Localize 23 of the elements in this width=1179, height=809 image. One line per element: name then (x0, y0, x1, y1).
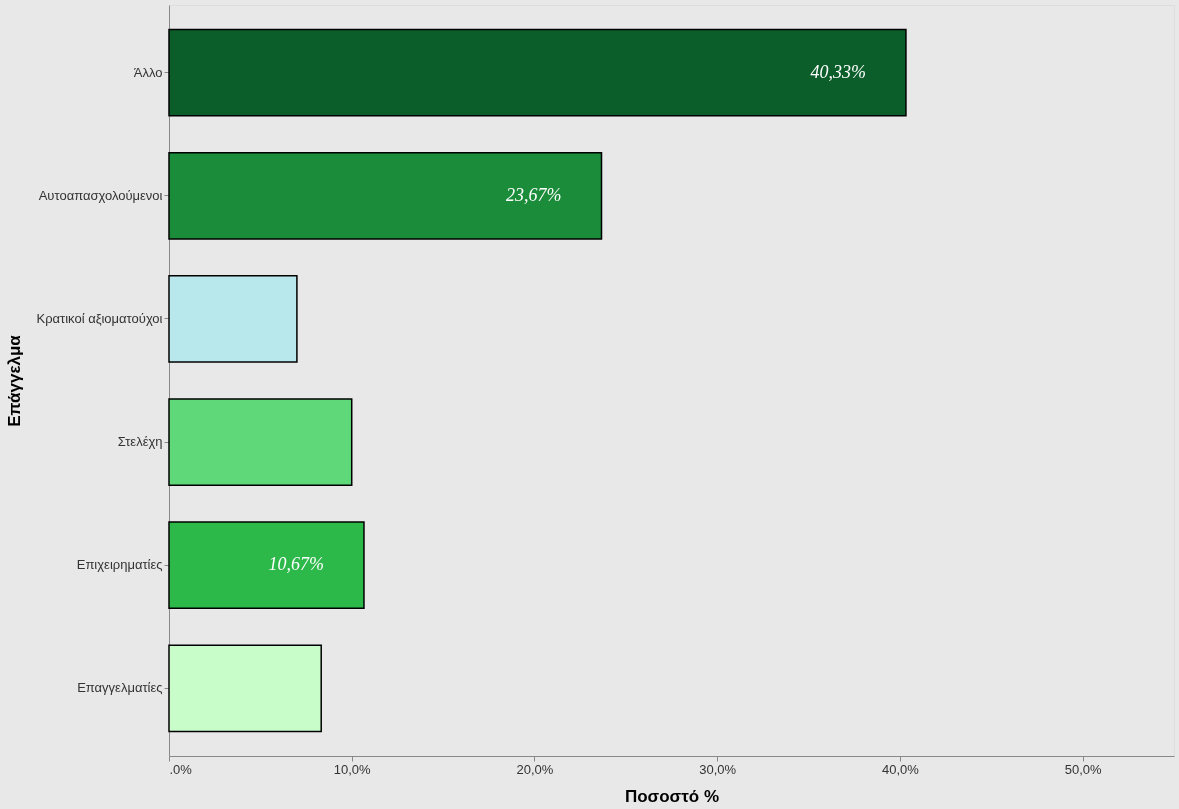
data-label: 23,67% (506, 184, 562, 205)
y-tick-label: Αυτοαπασχολούμενοι (38, 187, 163, 203)
x-tick-label: 40,0% (881, 761, 920, 777)
data-label: 40,33% (810, 61, 866, 82)
y-tick-label: Άλλο (133, 64, 163, 80)
data-label: 10,67% (268, 554, 324, 575)
bar (168, 521, 365, 610)
y-tick-label: Επιχειρηματίες (76, 557, 163, 573)
x-tick-label: 50,0% (1064, 761, 1102, 777)
y-axis-title: Επάγγελμα (5, 334, 25, 427)
bar (168, 644, 322, 733)
y-tick-label: Στελέχη (117, 434, 163, 450)
bar (168, 398, 353, 486)
x-axis-title: Ποσοστό % (624, 786, 720, 806)
y-tick-label: Επαγγελματίες (77, 680, 163, 696)
bar (168, 275, 298, 363)
bar (168, 28, 907, 117)
x-tick-label: 30,0% (699, 761, 737, 777)
x-tick-label: 10,0% (333, 761, 372, 777)
x-tick-label: 20,0% (516, 761, 554, 777)
x-tick-label: .0% (169, 761, 193, 777)
bar (168, 151, 603, 240)
y-tick-label: Κρατικοί αξιοματούχοι (36, 310, 163, 326)
